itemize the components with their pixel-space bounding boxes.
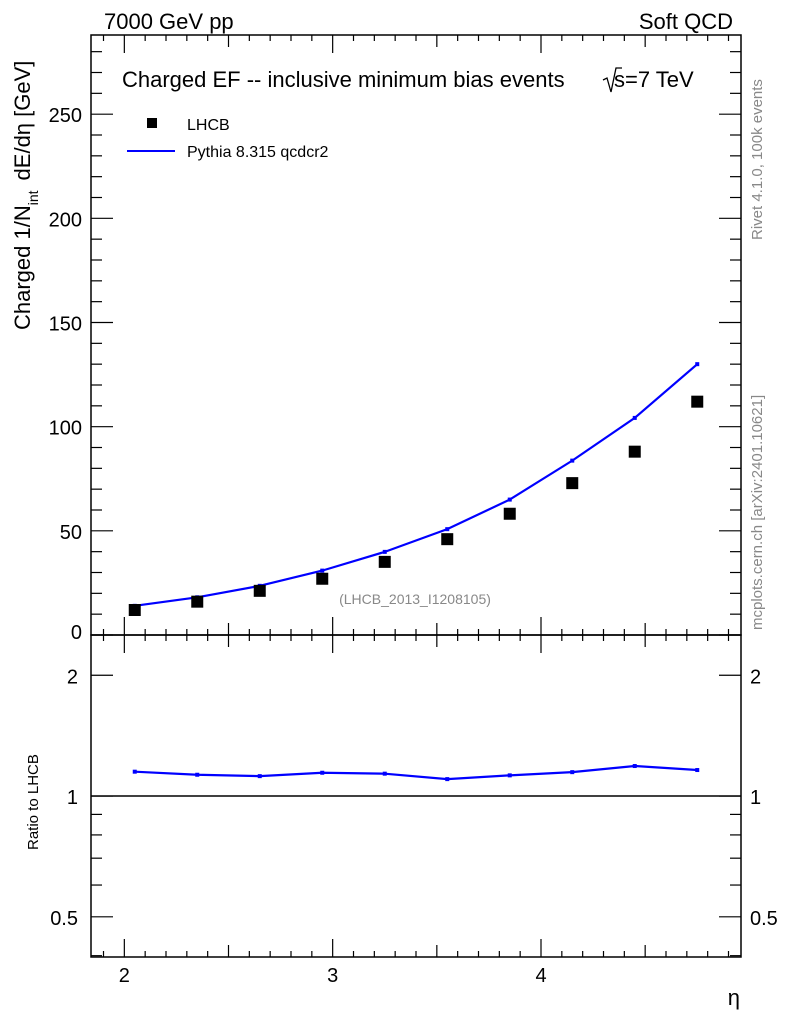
lhcb-point xyxy=(316,572,329,585)
ratio-marks xyxy=(132,764,700,782)
plot-title: Charged EF -- inclusive minimum bias eve… xyxy=(122,67,565,92)
lhcb-point xyxy=(628,445,641,458)
ratio-point xyxy=(195,772,200,777)
y-axis-label-tail: dE/dη [GeV] xyxy=(10,61,35,181)
y-tick-label: 250 xyxy=(49,105,82,127)
lhcb-point xyxy=(128,604,141,616)
ratio-line xyxy=(134,764,698,781)
ratio-point xyxy=(445,777,450,782)
ratio-point xyxy=(507,773,512,778)
main-axis-ticks: 0 50 100 150 200 250 xyxy=(49,35,741,644)
ratio-axis-ticks: 2 3 4 0.5 0.5 1 1 2 2 xyxy=(50,635,778,987)
y-tick-label: 100 xyxy=(49,418,82,440)
pythia-point xyxy=(632,415,637,420)
ratio-point xyxy=(632,764,637,769)
pythia-point xyxy=(570,458,575,463)
y-tick-label: 200 xyxy=(49,209,82,231)
lhcb-point xyxy=(503,507,516,520)
y-tick-label: 150 xyxy=(49,314,82,336)
pythia-point xyxy=(320,568,325,573)
pythia-point xyxy=(507,497,512,502)
main-panel: 0 50 100 150 200 250 Charged EF -- inclusive … xyxy=(10,34,742,644)
header-right: Soft QCD xyxy=(639,9,733,34)
pythia-point xyxy=(695,362,700,367)
y-axis-label-main: Charged 1/N xyxy=(10,205,35,330)
ratio-panel: 2 3 4 0.5 0.5 1 1 2 2 Ratio to LHCB η xyxy=(25,634,778,1010)
pythia-point xyxy=(382,549,387,554)
mcplots-label: mcplots.cern.ch [arXiv:2401.10621] xyxy=(749,395,766,630)
y-axis-label: Charged 1/Nint dE/dη [GeV] xyxy=(10,61,41,330)
x-tick-label: 2 xyxy=(119,965,130,987)
y-axis-label-sub: int xyxy=(25,190,41,205)
legend-label-pythia: Pythia 8.315 qcdcr2 xyxy=(187,144,329,161)
ratio-point xyxy=(382,771,387,776)
plot-title-energy: s=7 TeV xyxy=(614,67,694,92)
lhcb-point xyxy=(566,477,579,490)
ratio-y-tick-label-left: 0.5 xyxy=(50,908,78,930)
analysis-label: (LHCB_2013_I1208105) xyxy=(339,591,491,607)
ratio-y-tick-label-right: 1 xyxy=(750,787,761,809)
lhcb-point xyxy=(378,555,391,568)
x-tick-label: 3 xyxy=(327,965,338,987)
legend-label-lhcb: LHCB xyxy=(187,117,230,134)
rivet-label: Rivet 4.1.0, 100k events xyxy=(749,79,766,240)
lhcb-point xyxy=(441,533,454,546)
ratio-point xyxy=(320,770,325,775)
ratio-point xyxy=(570,770,575,775)
y-tick-label: 50 xyxy=(60,522,82,544)
ratio-y-label: Ratio to LHCB xyxy=(25,754,42,850)
ratio-y-tick-label-left: 2 xyxy=(67,666,78,688)
lhcb-point xyxy=(191,595,204,608)
ratio-point xyxy=(257,774,262,779)
main-marks xyxy=(128,362,704,616)
x-tick-label: 4 xyxy=(535,965,546,987)
lhcb-point xyxy=(253,584,266,597)
y-tick-label: 0 xyxy=(71,622,82,644)
legend: LHCB Pythia 8.315 qcdcr2 xyxy=(127,117,329,161)
ratio-point xyxy=(695,768,700,773)
pythia-point xyxy=(445,527,450,532)
legend-marker-lhcb xyxy=(147,118,157,128)
ratio-y-tick-label-right: 2 xyxy=(750,666,761,688)
x-axis-label: η xyxy=(728,985,740,1010)
ratio-y-tick-label-right: 0.5 xyxy=(750,908,778,930)
ratio-y-tick-label-left: 1 xyxy=(67,787,78,809)
pythia-line xyxy=(134,363,698,607)
header-left: 7000 GeV pp xyxy=(104,9,234,34)
sqrt-symbol xyxy=(602,67,622,93)
ratio-point xyxy=(132,769,137,774)
lhcb-point xyxy=(691,395,704,408)
